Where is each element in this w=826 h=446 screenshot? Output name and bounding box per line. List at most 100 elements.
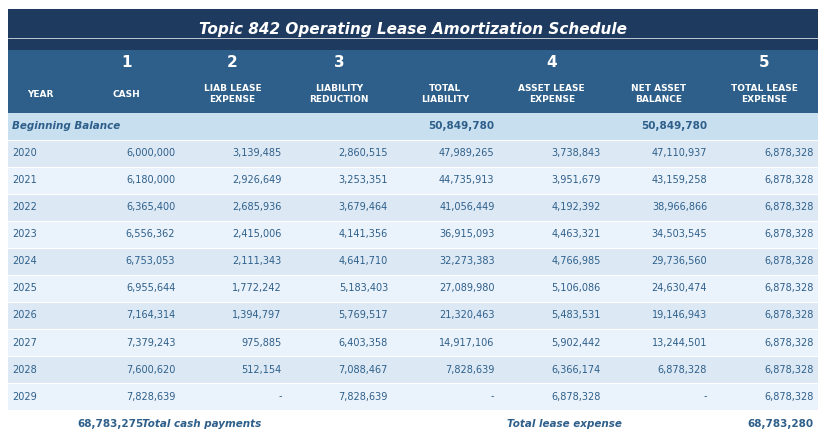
Bar <box>8 50 818 75</box>
Text: ASSET LEASE
EXPENSE: ASSET LEASE EXPENSE <box>519 84 585 104</box>
Text: 4,141,356: 4,141,356 <box>339 229 388 240</box>
Text: 3,738,843: 3,738,843 <box>552 149 601 158</box>
Text: Total cash payments: Total cash payments <box>141 418 261 429</box>
Bar <box>8 248 818 275</box>
Text: TOTAL LEASE
EXPENSE: TOTAL LEASE EXPENSE <box>731 84 798 104</box>
Bar <box>8 75 818 113</box>
Text: 32,273,383: 32,273,383 <box>439 256 495 266</box>
Text: 4: 4 <box>547 55 557 70</box>
Text: 6,753,053: 6,753,053 <box>126 256 175 266</box>
Text: 50,849,780: 50,849,780 <box>429 121 495 132</box>
Text: 6,878,328: 6,878,328 <box>764 202 814 212</box>
Text: 29,736,560: 29,736,560 <box>652 256 707 266</box>
Bar <box>8 275 818 302</box>
Text: 3: 3 <box>334 55 344 70</box>
Text: 2027: 2027 <box>12 338 37 347</box>
Text: 3,139,485: 3,139,485 <box>232 149 282 158</box>
Text: Total lease expense: Total lease expense <box>507 418 622 429</box>
Bar <box>8 113 818 140</box>
Text: 4,641,710: 4,641,710 <box>339 256 388 266</box>
Text: 27,089,980: 27,089,980 <box>439 284 495 293</box>
Text: 43,159,258: 43,159,258 <box>652 175 707 186</box>
Text: 2021: 2021 <box>12 175 37 186</box>
Bar <box>8 221 818 248</box>
Bar <box>8 410 818 437</box>
Bar <box>8 140 818 167</box>
Text: 4,192,392: 4,192,392 <box>552 202 601 212</box>
Text: 5,183,403: 5,183,403 <box>339 284 388 293</box>
Text: 2,685,936: 2,685,936 <box>232 202 282 212</box>
Text: 2,926,649: 2,926,649 <box>232 175 282 186</box>
Text: 6,878,328: 6,878,328 <box>764 310 814 321</box>
Text: 36,915,093: 36,915,093 <box>439 229 495 240</box>
Text: 2: 2 <box>227 55 238 70</box>
Text: 14,917,106: 14,917,106 <box>439 338 495 347</box>
Text: 34,503,545: 34,503,545 <box>652 229 707 240</box>
Text: 512,154: 512,154 <box>241 364 282 375</box>
Text: 24,630,474: 24,630,474 <box>652 284 707 293</box>
Text: 47,110,937: 47,110,937 <box>652 149 707 158</box>
Text: 6,878,328: 6,878,328 <box>764 256 814 266</box>
Text: 3,253,351: 3,253,351 <box>339 175 388 186</box>
Text: 975,885: 975,885 <box>241 338 282 347</box>
Text: 3,951,679: 3,951,679 <box>552 175 601 186</box>
Text: 6,878,328: 6,878,328 <box>764 338 814 347</box>
Text: 50,849,780: 50,849,780 <box>641 121 707 132</box>
Text: 7,828,639: 7,828,639 <box>339 392 388 401</box>
Bar <box>8 194 818 221</box>
Text: 19,146,943: 19,146,943 <box>652 310 707 321</box>
Text: 21,320,463: 21,320,463 <box>439 310 495 321</box>
Text: Beginning Balance: Beginning Balance <box>12 121 121 132</box>
Text: 6,878,328: 6,878,328 <box>764 364 814 375</box>
Text: 6,955,644: 6,955,644 <box>126 284 175 293</box>
Text: 2,111,343: 2,111,343 <box>232 256 282 266</box>
Text: 1: 1 <box>121 55 131 70</box>
Text: 7,088,467: 7,088,467 <box>339 364 388 375</box>
Text: TOTAL
LIABILITY: TOTAL LIABILITY <box>421 84 469 104</box>
Bar <box>8 302 818 329</box>
Text: 6,180,000: 6,180,000 <box>126 175 175 186</box>
Text: 41,056,449: 41,056,449 <box>439 202 495 212</box>
Text: 5,483,531: 5,483,531 <box>552 310 601 321</box>
Text: 1,394,797: 1,394,797 <box>232 310 282 321</box>
Text: 1,772,242: 1,772,242 <box>232 284 282 293</box>
Text: 6,878,328: 6,878,328 <box>764 149 814 158</box>
Text: 7,379,243: 7,379,243 <box>126 338 175 347</box>
Text: 2025: 2025 <box>12 284 37 293</box>
Bar <box>8 383 818 410</box>
Text: 6,556,362: 6,556,362 <box>126 229 175 240</box>
Text: 3,679,464: 3,679,464 <box>339 202 388 212</box>
Text: 6,366,174: 6,366,174 <box>552 364 601 375</box>
Text: 2,860,515: 2,860,515 <box>339 149 388 158</box>
Text: 6,878,328: 6,878,328 <box>657 364 707 375</box>
Text: 5,769,517: 5,769,517 <box>339 310 388 321</box>
Text: 2024: 2024 <box>12 256 37 266</box>
Bar <box>8 9 818 50</box>
Text: 2029: 2029 <box>12 392 37 401</box>
Bar <box>8 356 818 383</box>
Text: 7,600,620: 7,600,620 <box>126 364 175 375</box>
Text: Topic 842 Operating Lease Amortization Schedule: Topic 842 Operating Lease Amortization S… <box>199 22 627 37</box>
Text: 13,244,501: 13,244,501 <box>652 338 707 347</box>
Text: 2023: 2023 <box>12 229 37 240</box>
Text: 6,000,000: 6,000,000 <box>126 149 175 158</box>
Bar <box>8 167 818 194</box>
Text: 38,966,866: 38,966,866 <box>652 202 707 212</box>
Text: -: - <box>704 392 707 401</box>
Text: LIAB LEASE
EXPENSE: LIAB LEASE EXPENSE <box>204 84 261 104</box>
Text: 6,878,328: 6,878,328 <box>764 284 814 293</box>
Text: 44,735,913: 44,735,913 <box>439 175 495 186</box>
Text: 4,463,321: 4,463,321 <box>552 229 601 240</box>
Text: 5,902,442: 5,902,442 <box>551 338 601 347</box>
Text: 6,403,358: 6,403,358 <box>339 338 388 347</box>
Bar <box>8 329 818 356</box>
Text: 2020: 2020 <box>12 149 37 158</box>
Text: 4,766,985: 4,766,985 <box>552 256 601 266</box>
Text: -: - <box>278 392 282 401</box>
Text: 7,828,639: 7,828,639 <box>445 364 495 375</box>
Text: 7,828,639: 7,828,639 <box>126 392 175 401</box>
Text: 68,783,280: 68,783,280 <box>748 418 814 429</box>
Text: LIABILITY
REDUCTION: LIABILITY REDUCTION <box>309 84 368 104</box>
Text: 2,415,006: 2,415,006 <box>232 229 282 240</box>
Text: 7,164,314: 7,164,314 <box>126 310 175 321</box>
